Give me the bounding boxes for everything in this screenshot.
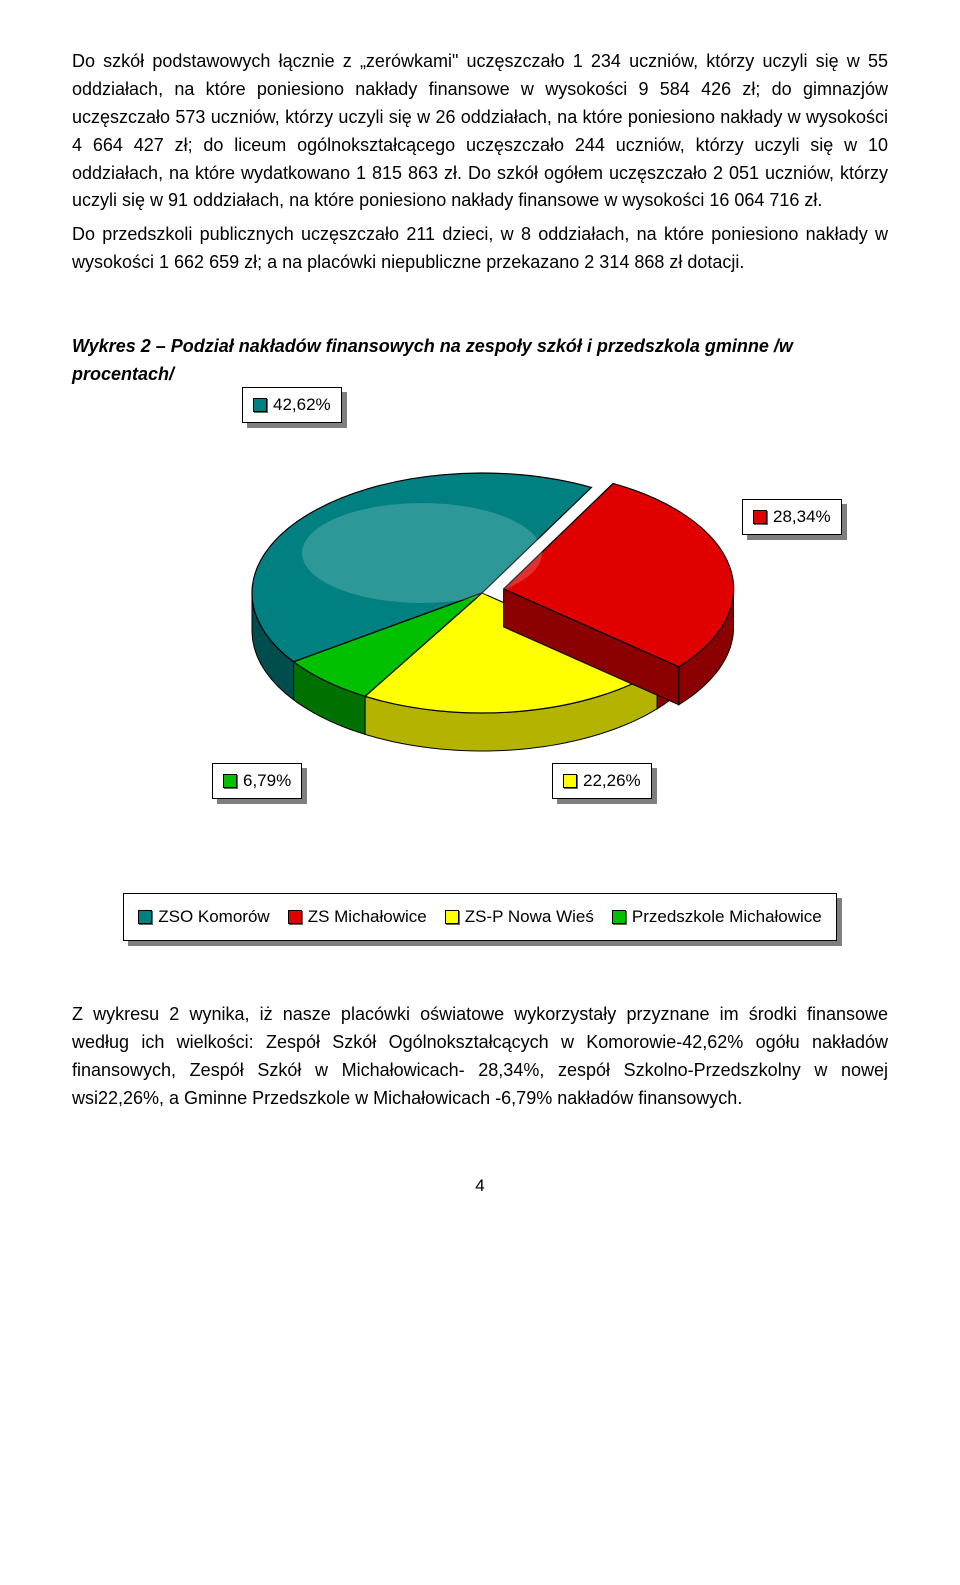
legend-label: ZS-P Nowa Wieś [465, 904, 594, 930]
legend-item: Przedszkole Michałowice [612, 904, 822, 930]
swatch-icon [253, 398, 267, 412]
chart-title: Wykres 2 – Podział nakładów finansowych … [72, 333, 888, 389]
paragraph-3: Z wykresu 2 wynika, iż nasze placówki oś… [72, 1001, 888, 1113]
legend-label: ZS Michałowice [308, 904, 427, 930]
paragraph-1: Do szkół podstawowych łącznie z „zerówka… [72, 48, 888, 215]
chart-label-text: 28,34% [773, 504, 831, 530]
swatch-icon [753, 510, 767, 524]
chart-legend: ZSO Komorów ZS Michałowice ZS-P Nowa Wie… [123, 893, 837, 941]
swatch-icon [288, 910, 302, 924]
paragraph-2: Do przedszkoli publicznych uczęszczało 2… [72, 221, 888, 277]
swatch-icon [612, 910, 626, 924]
pie-chart-icon [222, 433, 742, 793]
chart-label-zs-michalowice: 28,34% [742, 499, 842, 535]
legend-label: ZSO Komorów [158, 904, 269, 930]
legend-item: ZS Michałowice [288, 904, 427, 930]
legend-item: ZS-P Nowa Wieś [445, 904, 594, 930]
legend-label: Przedszkole Michałowice [632, 904, 822, 930]
page-number: 4 [72, 1173, 888, 1199]
chart-label-zso-komorow: 42,62% [242, 387, 342, 423]
chart-label-text: 42,62% [273, 392, 331, 418]
legend-item: ZSO Komorów [138, 904, 269, 930]
pie-chart-container: 42,62% 28,34% 22,26% 6,79% [72, 393, 888, 853]
swatch-icon [138, 910, 152, 924]
swatch-icon [445, 910, 459, 924]
